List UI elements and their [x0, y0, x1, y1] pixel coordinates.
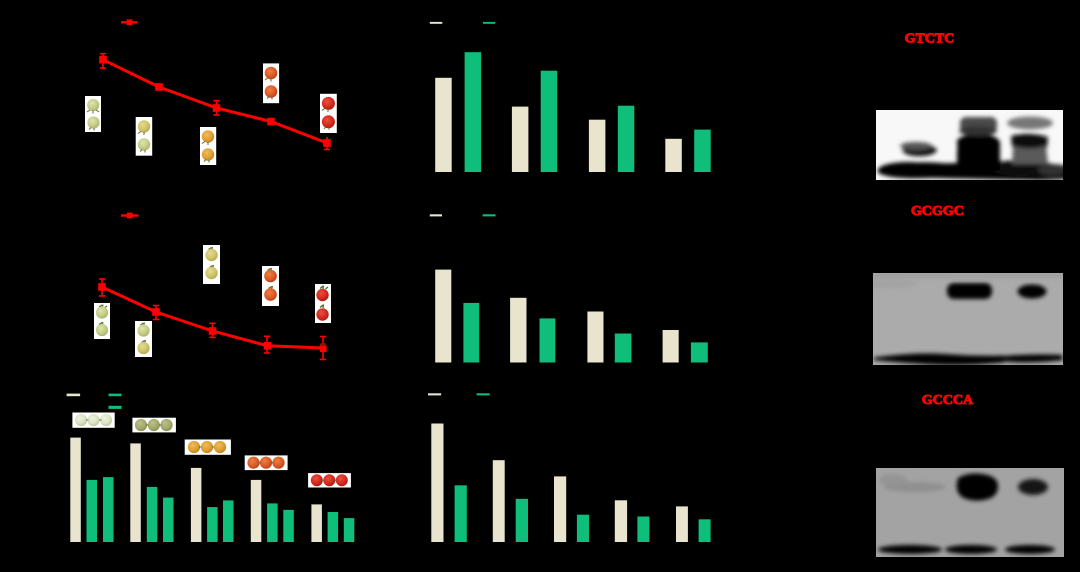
svg-text:GCGGC: GCGGC [911, 204, 964, 219]
svg-text:GTCTC: GTCTC [905, 32, 955, 47]
svg-text:GCCCA: GCCCA [922, 393, 974, 408]
